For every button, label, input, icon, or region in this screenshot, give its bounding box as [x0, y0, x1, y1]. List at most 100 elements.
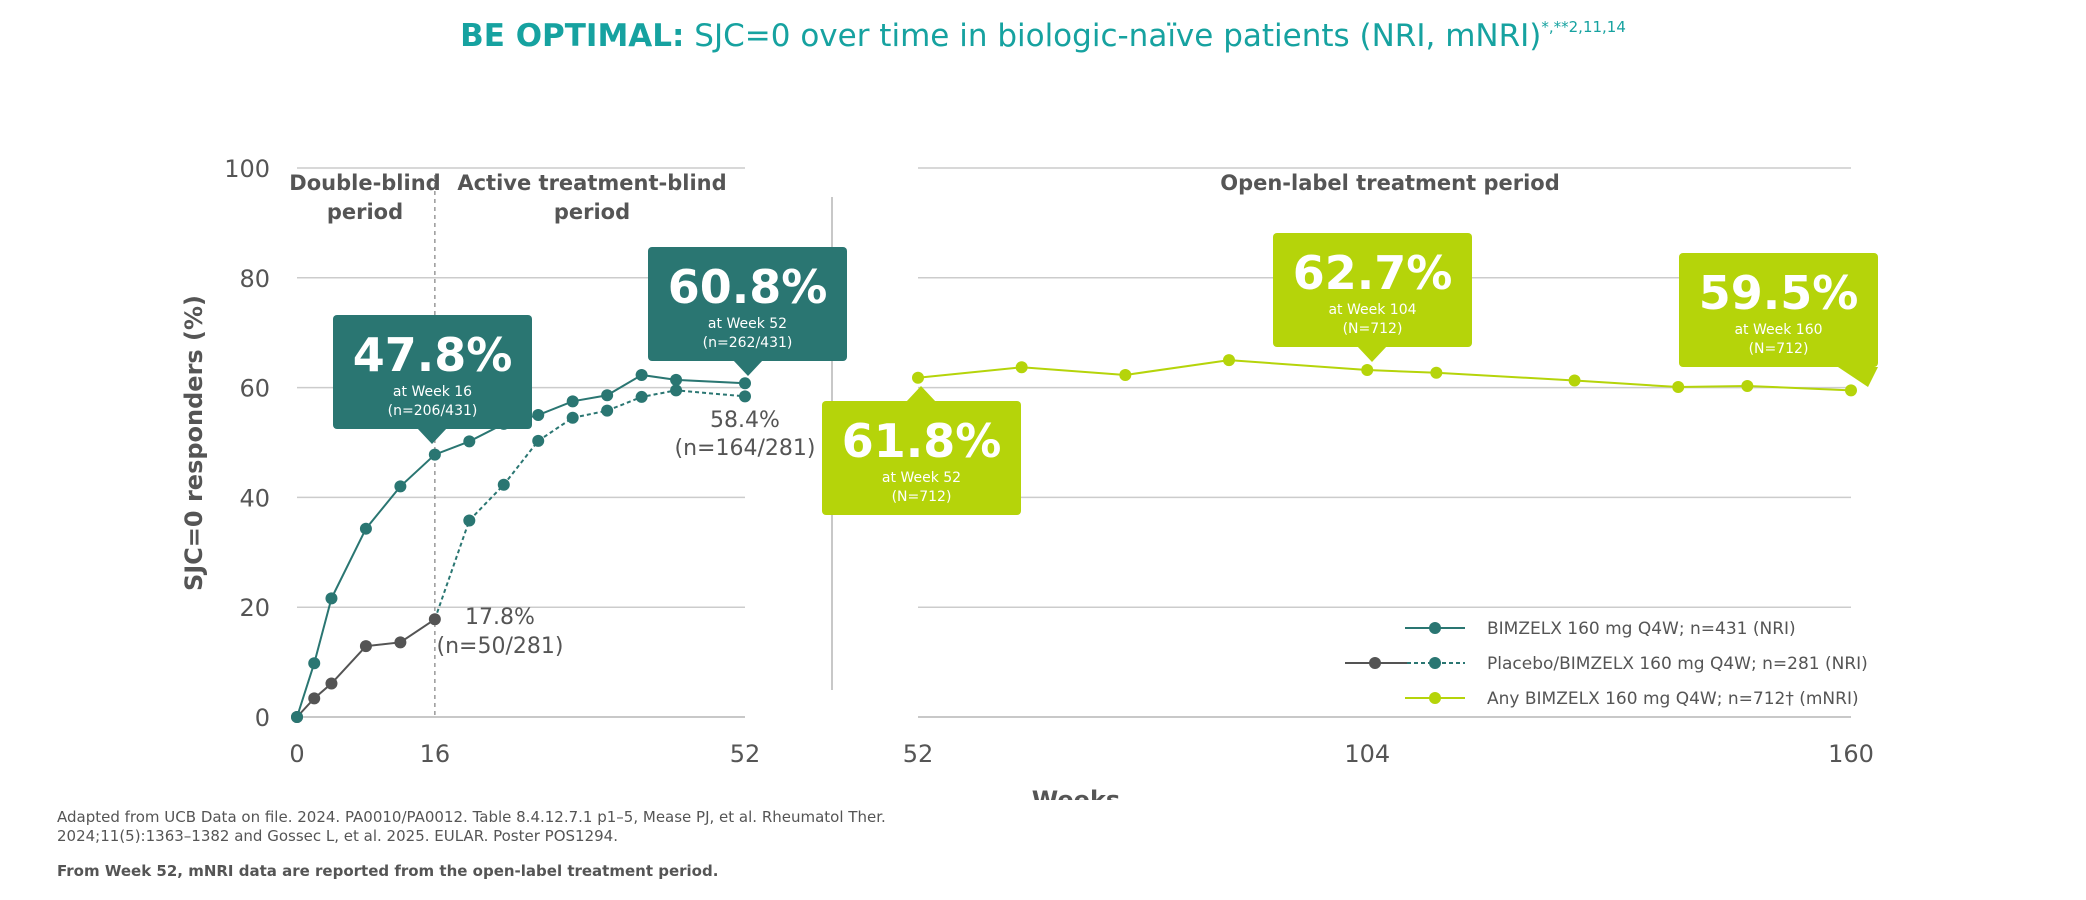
- placebo-bimzelx-point: [739, 390, 751, 403]
- callout-value: 59.5%: [1699, 266, 1859, 320]
- placebo-point: [428, 613, 441, 626]
- x-tick-label: 104: [1344, 740, 1390, 768]
- callout-value: 62.7%: [1293, 246, 1453, 300]
- callout-box: [1679, 253, 1878, 367]
- callout-tail: [1838, 367, 1878, 387]
- callout-n: (N=712): [1749, 341, 1809, 357]
- period-label: period: [554, 200, 630, 224]
- bimzelx-point: [428, 448, 441, 461]
- placebo-point: [359, 640, 372, 653]
- placebo-bimzelx-point: [497, 478, 510, 491]
- placebo-bimzelx-line: [433, 389, 746, 620]
- placebo-point: [325, 677, 338, 690]
- annotation-n: (n=50/281): [437, 634, 564, 659]
- callout-box: [822, 401, 1021, 515]
- y-tick-label: 100: [224, 155, 270, 183]
- placebo-bimzelx-point: [463, 514, 476, 527]
- bimzelx-point: [308, 657, 321, 670]
- any-bimzelx-point: [1741, 379, 1754, 392]
- bimzelx-line: [296, 373, 746, 718]
- legend-marker: [1369, 657, 1381, 669]
- x-tick-label: 52: [730, 740, 761, 768]
- callout-week: at Week 16: [393, 384, 472, 400]
- x-tick-label: 52: [903, 740, 934, 768]
- bimzelx-point: [739, 377, 751, 390]
- placebo-bimzelx-point: [532, 434, 545, 447]
- any-bimzelx-point: [1119, 368, 1132, 381]
- period-label: period: [327, 200, 403, 224]
- title-refs: *,**2,11,14: [1541, 18, 1626, 36]
- source-line-1: Adapted from UCB Data on file. 2024. PA0…: [57, 808, 886, 826]
- bimzelx-point: [291, 711, 303, 723]
- y-tick-label: 0: [255, 704, 270, 732]
- title-brand: BE OPTIMAL:: [460, 18, 685, 54]
- callout-value: 61.8%: [842, 414, 1002, 468]
- placebo-bimzelx-point: [601, 404, 614, 417]
- bimzelx-point: [566, 395, 579, 408]
- callout-week: at Week 52: [708, 316, 787, 332]
- callout-n: (N=712): [892, 489, 952, 505]
- placebo-point: [394, 636, 407, 649]
- x-tick-label: 0: [289, 740, 304, 768]
- y-tick-label: 60: [239, 375, 270, 403]
- placebo-point: [308, 692, 321, 705]
- bimzelx-point: [601, 389, 614, 402]
- x-axis-label: Weeks: [1032, 786, 1120, 800]
- period-label: Double-blind: [289, 171, 440, 195]
- any-bimzelx-point: [1568, 374, 1581, 387]
- bimzelx-point: [359, 522, 372, 535]
- x-tick-label: 160: [1828, 740, 1874, 768]
- title-text: SJC=0 over time in biologic-naïve patien…: [684, 18, 1542, 54]
- placebo-bimzelx-point: [566, 411, 579, 424]
- callout-n: (n=206/431): [388, 403, 478, 419]
- any-bimzelx-point: [1015, 361, 1028, 374]
- any-bimzelx-point: [912, 371, 924, 384]
- callout-tail: [1357, 346, 1387, 362]
- callout-box: [1273, 233, 1472, 347]
- legend-label: Any BIMZELX 160 mg Q4W; n=712† (mNRI): [1487, 689, 1859, 709]
- callout-box: [648, 247, 847, 361]
- callout-n: (N=712): [1343, 321, 1403, 337]
- callout-box: [333, 315, 532, 429]
- annotation-value: 58.4%: [710, 408, 780, 433]
- y-tick-label: 40: [239, 484, 270, 512]
- callout-tail: [417, 428, 447, 444]
- y-tick-label: 20: [239, 594, 270, 622]
- bimzelx-point: [463, 435, 476, 448]
- any-bimzelx-point: [1672, 381, 1685, 394]
- any-bimzelx-point: [1430, 366, 1443, 379]
- callout-tail: [733, 360, 763, 376]
- any-bimzelx-point: [1223, 354, 1235, 367]
- mnri-note: From Week 52, mNRI data are reported fro…: [57, 862, 719, 880]
- y-axis-label: SJC=0 responders (%): [180, 295, 208, 591]
- any-bimzelx-line: [917, 359, 1852, 392]
- any-bimzelx-point: [1845, 384, 1857, 397]
- source-line-2: 2024;11(5):1363–1382 and Gossec L, et al…: [57, 827, 618, 845]
- period-label: Open-label treatment period: [1220, 171, 1560, 195]
- period-label: Active treatment-blind: [457, 171, 726, 195]
- legend-label: BIMZELX 160 mg Q4W; n=431 (NRI): [1487, 619, 1796, 639]
- sjc-chart: 0 20 40 60 80 100 0 16 52 52 104 160 Weeks SJC=0 resp…: [180, 155, 1878, 800]
- callout-value: 47.8%: [353, 328, 513, 382]
- callout-week: at Week 160: [1734, 322, 1822, 338]
- callout-week: at Week 104: [1328, 302, 1416, 318]
- annotation-n: (n=164/281): [675, 436, 816, 461]
- annotation-value: 17.8%: [465, 605, 535, 630]
- legend-label: Placebo/BIMZELX 160 mg Q4W; n=281 (NRI): [1487, 654, 1868, 674]
- y-tick-label: 80: [239, 265, 270, 293]
- callout-tail: [906, 386, 936, 402]
- legend-marker: [1429, 692, 1441, 704]
- bimzelx-point: [325, 592, 338, 605]
- callout-week: at Week 52: [882, 470, 961, 486]
- placebo-bimzelx-point: [635, 390, 648, 403]
- x-tick-label: 16: [420, 740, 451, 768]
- callout-value: 60.8%: [668, 260, 828, 314]
- legend-marker: [1429, 622, 1441, 634]
- chart-title: BE OPTIMAL: SJC=0 over time in biologic-…: [0, 18, 2086, 54]
- bimzelx-point: [670, 373, 683, 386]
- bimzelx-point: [394, 480, 407, 493]
- source-footnote: Adapted from UCB Data on file. 2024. PA0…: [57, 808, 957, 846]
- bimzelx-point: [635, 368, 648, 381]
- bimzelx-point: [532, 409, 545, 422]
- callout-n: (n=262/431): [703, 335, 793, 351]
